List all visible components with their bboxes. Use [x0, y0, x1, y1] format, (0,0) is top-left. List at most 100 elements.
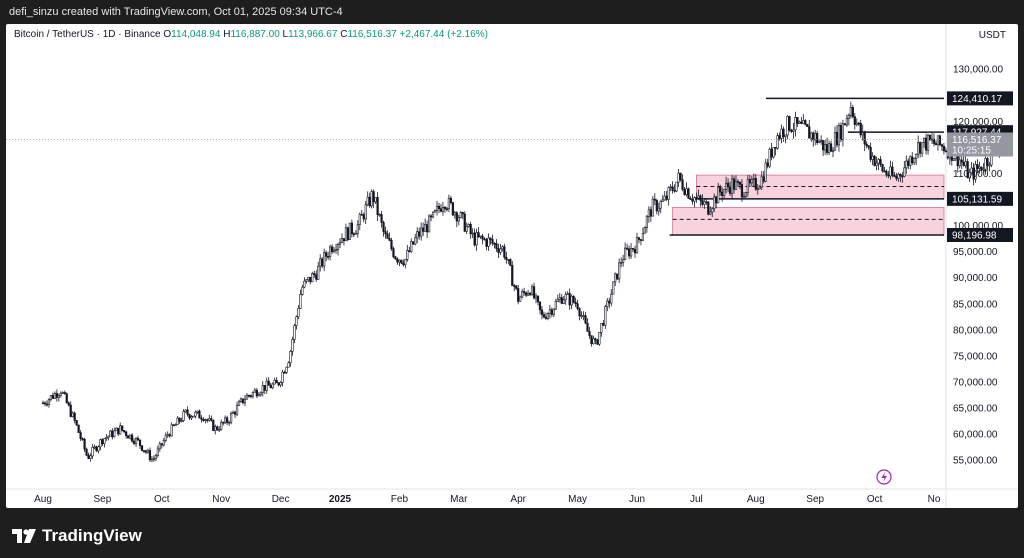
candle-body	[513, 285, 516, 287]
candle	[544, 312, 548, 320]
candle	[663, 191, 666, 201]
candle-body	[285, 366, 288, 373]
candle-body	[408, 250, 411, 252]
candle	[382, 220, 385, 237]
candle	[808, 119, 811, 139]
candle	[123, 430, 126, 434]
candle	[818, 139, 821, 144]
candle	[344, 223, 348, 242]
candle	[487, 233, 490, 251]
change-value: +2,467.44 (+2.16%)	[399, 29, 488, 40]
candle	[384, 226, 387, 239]
candle	[376, 192, 379, 222]
candle-body	[511, 265, 514, 286]
candle-body	[588, 331, 591, 336]
candle-body	[984, 158, 987, 170]
candle-body	[479, 235, 482, 238]
candle-body	[808, 126, 811, 139]
candle-body	[820, 140, 823, 142]
candle	[728, 181, 732, 197]
candle-body	[754, 178, 757, 190]
currency-label[interactable]: USDT	[978, 30, 1006, 41]
candle	[418, 227, 421, 240]
candle	[414, 233, 417, 246]
candle	[97, 445, 100, 454]
symbol-name[interactable]: Bitcoin / TetherUS · 1D · Binance	[14, 29, 161, 40]
candle	[796, 117, 799, 128]
tradingview-logo[interactable]: TradingView	[12, 526, 142, 546]
candle-body	[881, 164, 884, 172]
candle	[218, 426, 221, 433]
candle-body	[489, 237, 492, 240]
candle	[91, 444, 94, 459]
candlestick-chart[interactable]: 130,000.00125,000.00120,000.00110,000.00…	[6, 24, 1018, 508]
candle	[299, 289, 302, 309]
candle	[287, 361, 290, 368]
candle-body	[309, 276, 312, 283]
candle	[772, 147, 775, 159]
candle	[459, 211, 462, 219]
candle	[457, 214, 460, 226]
candle	[936, 135, 940, 151]
candle	[328, 244, 332, 261]
candle	[760, 170, 763, 190]
candle	[635, 232, 639, 254]
candle	[879, 156, 882, 168]
candle	[142, 450, 146, 454]
candle-body	[473, 232, 476, 246]
candle-body	[93, 446, 96, 449]
candle	[237, 399, 241, 406]
candle	[594, 337, 597, 345]
candle	[917, 135, 920, 159]
lightning-icon[interactable]	[876, 469, 892, 485]
candle	[839, 122, 843, 143]
x-axis[interactable]: Aug Sep Oct Nov Dec 2025 Feb Mar Apr May Jun Jul Aug…	[34, 494, 941, 505]
candle	[566, 291, 569, 295]
candle	[505, 251, 508, 264]
candle-body	[422, 227, 425, 232]
candle-body	[788, 116, 791, 131]
candle	[239, 397, 243, 403]
candle	[515, 285, 518, 291]
candle	[764, 158, 767, 183]
candle	[580, 311, 583, 319]
candle	[855, 118, 858, 127]
candle-body	[586, 322, 589, 332]
candle-body	[237, 401, 241, 406]
candle	[776, 132, 779, 150]
candle	[162, 438, 165, 447]
y-axis[interactable]: 130,000.00125,000.00120,000.00110,000.00…	[953, 65, 1003, 467]
candle	[986, 157, 989, 171]
candle-body	[966, 161, 969, 179]
candle	[325, 250, 328, 262]
candle	[230, 411, 233, 425]
candle-body	[53, 393, 56, 399]
candle-body	[255, 389, 258, 397]
candle-body	[709, 211, 712, 215]
candle	[89, 453, 92, 462]
candle-body	[677, 172, 680, 183]
candle-body	[934, 143, 938, 146]
candle	[289, 349, 292, 367]
candle-body	[73, 412, 76, 421]
candle	[863, 130, 866, 152]
candle-body	[558, 297, 561, 300]
candle-body	[414, 237, 417, 245]
candle-body	[574, 301, 577, 305]
candle-body	[358, 214, 361, 225]
candle-body	[228, 421, 231, 424]
candle	[113, 427, 116, 438]
candle-body	[469, 224, 472, 235]
candle-body	[192, 415, 195, 418]
candle-body	[885, 170, 888, 176]
candle	[627, 245, 631, 260]
candle	[439, 203, 443, 213]
candle	[79, 430, 82, 441]
candle	[243, 395, 247, 407]
candle	[69, 401, 72, 418]
candle-body	[675, 181, 678, 192]
candle	[140, 445, 144, 452]
chart-panel[interactable]: Bitcoin / TetherUS · 1D · Binance O114,0…	[6, 24, 1018, 508]
candle	[661, 195, 664, 203]
badge-bg	[947, 91, 1013, 106]
